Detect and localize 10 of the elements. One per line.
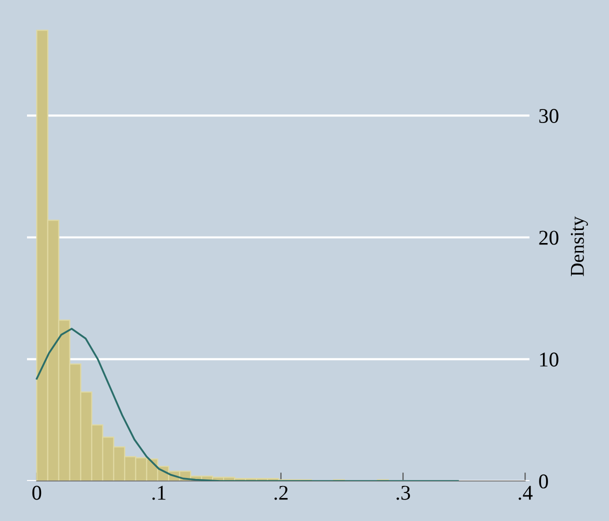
x-tick-label: .3 — [396, 486, 410, 500]
y-tick-label: 0 — [539, 474, 548, 488]
x-tick-label: .1 — [152, 486, 166, 500]
y-tick-label: 20 — [539, 230, 558, 245]
x-tick-label: .4 — [518, 486, 533, 500]
y-tick-label: 10 — [540, 352, 558, 367]
y-tick-label: 30 — [539, 108, 558, 123]
x-tick-label: 0 — [32, 486, 42, 500]
y-axis-title: Density — [570, 216, 588, 276]
x-tick-label: .2 — [274, 486, 288, 500]
